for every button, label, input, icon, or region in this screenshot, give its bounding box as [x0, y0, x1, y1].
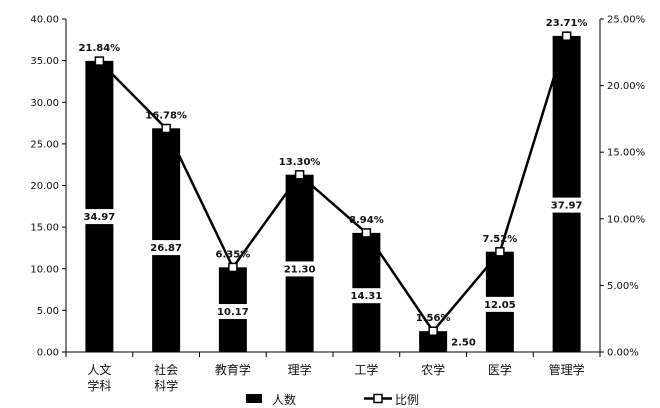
left-tick-label: 5.00	[37, 306, 59, 317]
bar-value-label: 37.97	[551, 201, 583, 212]
category-label: 社会科学	[154, 362, 178, 393]
bar-value-label: 21.30	[284, 264, 316, 275]
bar-value-label: 14.31	[351, 291, 383, 302]
right-tick-label: 20.00%	[607, 81, 645, 92]
line-value-label: 6.35%	[216, 249, 251, 260]
legend: 人数 比例	[246, 392, 419, 407]
category-label: 工学	[354, 362, 378, 377]
line-value-label: 1.56%	[416, 313, 451, 324]
right-tick-label: 15.00%	[607, 148, 645, 159]
left-tick-label: 20.00	[30, 181, 59, 192]
category-label: 医学	[488, 362, 512, 377]
line-value-label: 7.52%	[483, 234, 518, 245]
bar-value-label: 10.17	[217, 307, 249, 318]
bar-label-background	[280, 261, 319, 277]
category-label: 理学	[288, 362, 312, 377]
line-point	[428, 326, 438, 336]
bar-value-label: 34.97	[84, 212, 116, 223]
right-axis-ticks: 0.00% 5.00% 10.00% 15.00% 20.00% 25.00%	[600, 15, 645, 359]
bar-label-background	[147, 240, 186, 256]
right-tick-label: 0.00%	[607, 348, 639, 359]
left-tick-label: 40.00	[30, 15, 59, 26]
line-point	[228, 262, 238, 273]
line-series: 21.84% 16.78% 6.35% 13.30% 8.94% 1.56% 7.52% 23…	[79, 18, 588, 336]
legend-bar-swatch	[246, 394, 262, 403]
bar-value-label: 12.05	[484, 300, 516, 311]
bar-label-background	[80, 209, 119, 225]
bar-label-background	[547, 197, 586, 213]
right-tick-label: 10.00%	[607, 214, 645, 225]
left-axis-ticks: 0.00 5.00 10.00 15.00 20.00 25.00 30.00 35.00 40…	[30, 15, 66, 359]
bar	[85, 60, 114, 352]
legend-line-marker	[373, 393, 383, 404]
left-tick-label: 30.00	[30, 98, 59, 109]
right-tick-label: 5.00%	[607, 281, 639, 292]
line-point	[161, 123, 171, 134]
left-tick-label: 25.00	[30, 139, 59, 150]
bar-value-label: 2.50	[451, 338, 476, 349]
line-point	[294, 170, 305, 180]
bar-value-label: 26.87	[150, 243, 182, 254]
line-value-label: 21.84%	[79, 43, 121, 54]
legend-bar-label: 人数	[272, 392, 296, 407]
line-value-label: 23.71%	[546, 18, 588, 29]
line-point	[495, 247, 505, 257]
category-labels: 人文学科 社会科学 教育学 理学 工学 农学 医学 管理学	[87, 362, 584, 393]
line-value-label: 8.94%	[349, 215, 384, 226]
line-value-label: 16.78%	[145, 110, 187, 121]
category-label: 人文学科	[87, 362, 111, 393]
bar-series: 34.97 26.87 10.17 21.30 14.31 2.50 12.05 37.97	[80, 35, 586, 352]
bar-label-background	[347, 288, 386, 304]
category-label: 管理学	[549, 362, 585, 377]
line-point	[361, 228, 372, 238]
left-tick-label: 0.00	[37, 348, 59, 359]
bar	[552, 35, 581, 352]
bar	[419, 331, 448, 352]
right-tick-label: 25.00%	[607, 15, 645, 26]
line-value-label: 13.30%	[279, 157, 321, 168]
line-path	[98, 35, 568, 334]
left-tick-label: 15.00	[30, 223, 59, 234]
left-tick-label: 10.00	[30, 264, 59, 275]
line-point	[94, 56, 105, 66]
line-point	[561, 31, 572, 41]
category-label: 农学	[421, 362, 445, 377]
bar-label-background	[213, 304, 252, 320]
legend-line-label: 比例	[395, 393, 419, 407]
left-tick-label: 35.00	[30, 56, 59, 67]
bar-label-background	[480, 296, 519, 312]
category-label: 教育学	[215, 362, 251, 377]
